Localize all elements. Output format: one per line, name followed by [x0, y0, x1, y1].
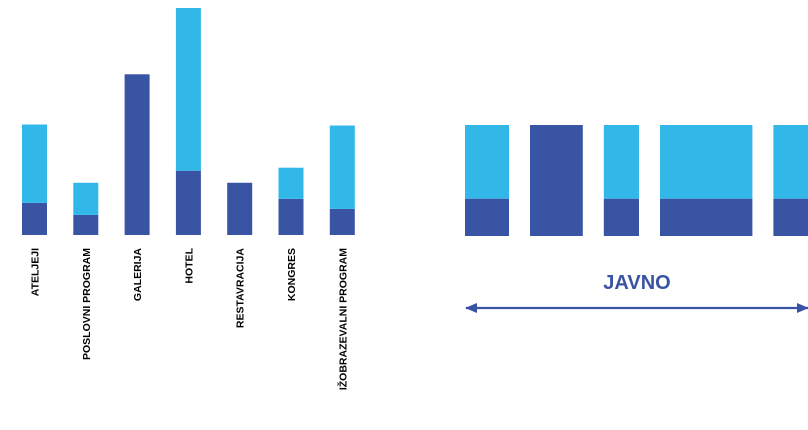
category-label-hotel: HOTEL: [183, 247, 195, 283]
category-labels: ATELJEJI POSLOVNI PROGRAM GALERIJA HOTEL RES…: [30, 247, 350, 390]
block-5-base: [773, 198, 808, 236]
block-4-top: [660, 125, 753, 199]
category-label-izobrazevalni-program: IŽOBRAZEVALNI PROGRAM: [336, 248, 349, 390]
bar-kongres-top: [278, 167, 304, 199]
public-zone-label: JAVNO: [603, 272, 670, 294]
bar-ateljeji-base: [22, 202, 47, 235]
bar-kongres-base: [278, 198, 304, 235]
category-label-ateljeji: ATELJEJI: [30, 248, 42, 296]
bar-poslovni-program-base: [73, 214, 99, 235]
category-label-restavracija: RESTAVRACIJA: [235, 248, 247, 329]
bar-hotel-base: [175, 170, 201, 235]
bar-izobrazevalni-program-base: [329, 208, 355, 235]
bar-izobrazevalni-program-top: [329, 125, 355, 209]
bar-hotel-top: [175, 8, 201, 171]
bar-galerija-base: [124, 74, 150, 235]
public-space-blocks: [465, 125, 808, 236]
program-bar-chart: [22, 8, 355, 235]
block-1-top: [465, 125, 509, 199]
category-label-kongres: KONGRES: [286, 248, 298, 301]
block-1-base: [465, 198, 509, 236]
bar-ateljeji-top: [22, 124, 47, 203]
block-2-base: [530, 125, 583, 236]
block-4-base: [660, 198, 753, 236]
category-label-galerija: GALERIJA: [132, 248, 144, 302]
bar-poslovni-program-top: [73, 182, 99, 215]
public-zone-annotation: JAVNO: [465, 272, 808, 313]
bar-restavracija-base: [227, 182, 253, 235]
block-5-top: [773, 125, 808, 199]
block-3-base: [603, 198, 639, 236]
category-label-poslovni-program: POSLOVNI PROGRAM: [81, 248, 93, 360]
block-3-top: [603, 125, 639, 199]
